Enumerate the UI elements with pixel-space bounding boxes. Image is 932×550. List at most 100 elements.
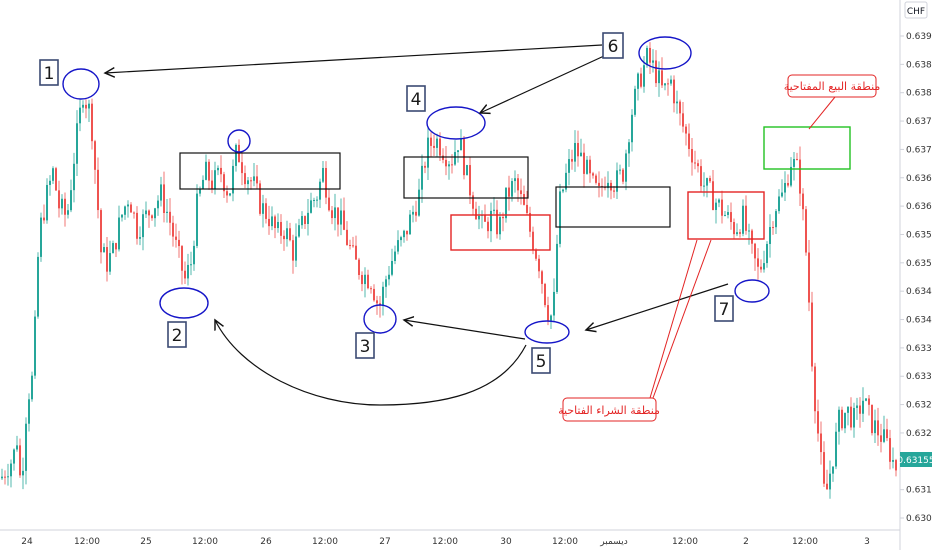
candle-body <box>91 103 93 142</box>
candle-body <box>427 137 429 168</box>
candle-body <box>313 199 315 201</box>
x-tick-label: ديسمبر <box>599 537 627 547</box>
candle-body <box>217 167 219 171</box>
candle-body <box>730 212 732 223</box>
candle-body <box>484 214 486 222</box>
candle-body <box>199 188 201 194</box>
candle-body <box>634 88 636 115</box>
candle-body <box>124 206 126 215</box>
candle-body <box>430 137 432 146</box>
candle-body <box>877 420 879 436</box>
candle-body <box>289 228 291 241</box>
candle-body <box>397 240 399 252</box>
candle-body <box>184 270 186 279</box>
candle-body <box>646 47 648 66</box>
candle-body <box>505 187 507 219</box>
candle-body <box>211 180 213 189</box>
candle-body <box>220 167 222 175</box>
candle-body <box>400 237 402 241</box>
candle-body <box>718 199 720 203</box>
candle-body <box>160 184 162 201</box>
candle-body <box>241 162 243 174</box>
candle-body <box>712 181 714 210</box>
candle-body <box>142 214 144 238</box>
candle-body <box>655 60 657 84</box>
candle-body <box>205 161 207 180</box>
candle-body <box>292 240 294 261</box>
candle-body <box>187 264 189 279</box>
sell-zone-label: منطقة البيع المفتاحية <box>784 80 881 93</box>
candle-body <box>451 164 453 166</box>
candle-body <box>781 192 783 197</box>
candle-body <box>802 193 804 210</box>
candle-body <box>214 170 216 189</box>
candle-body <box>22 470 24 476</box>
candle-body <box>415 211 417 216</box>
candle-body <box>499 216 501 235</box>
candle-body <box>13 449 15 464</box>
candle-body <box>229 193 231 196</box>
candle-body <box>286 228 288 240</box>
y-tick-label: 0.63850 <box>906 60 932 70</box>
candle-body <box>838 409 840 432</box>
ellipse-point-7 <box>734 279 770 303</box>
candle-body <box>598 182 600 186</box>
ellipse-point-6 <box>638 36 692 70</box>
y-tick-label: 0.63550 <box>906 230 932 240</box>
candle-body <box>508 187 510 197</box>
candle-body <box>493 209 495 211</box>
candle-body <box>226 191 228 196</box>
candle-body <box>643 65 645 87</box>
candle-body <box>556 243 558 292</box>
candle-body <box>658 70 660 84</box>
ellipse-point-5 <box>524 320 570 344</box>
candle-body <box>235 144 237 166</box>
x-tick-label: 12:00 <box>312 537 338 547</box>
candle-body <box>61 198 63 209</box>
arrow-7-to-5 <box>586 283 729 330</box>
candle-body <box>829 473 831 490</box>
candle-body <box>406 230 408 235</box>
candle-body <box>1 476 3 479</box>
candle-body <box>247 180 249 185</box>
candle-body <box>151 215 153 219</box>
candle-body <box>268 218 270 227</box>
currency-badge[interactable] <box>904 1 928 19</box>
candle-body <box>592 173 594 176</box>
candle-body <box>520 190 522 195</box>
red-zone-box-2 <box>687 191 765 240</box>
candle-body <box>649 47 651 63</box>
candle-body <box>43 217 45 221</box>
candle-body <box>298 225 300 237</box>
candle-body <box>637 73 639 89</box>
candle-body <box>805 209 807 253</box>
candle-body <box>133 212 135 214</box>
ellipse-point-2 <box>159 287 209 319</box>
number-box-1 <box>39 59 59 86</box>
candle-body <box>76 123 78 164</box>
candle-body <box>844 412 846 429</box>
candle-body <box>682 113 684 127</box>
ellipse-point-1 <box>62 68 100 100</box>
candle-body <box>631 114 633 143</box>
candle-body <box>19 445 21 476</box>
candle-body <box>706 178 708 186</box>
candle-body <box>340 210 342 225</box>
candle-body <box>67 210 69 215</box>
candle-body <box>373 288 375 301</box>
currency-label: CHF <box>907 7 925 17</box>
candle-body <box>31 375 33 400</box>
candle-body <box>394 251 396 261</box>
candle-body <box>745 205 747 231</box>
x-tick-label: 27 <box>379 537 390 547</box>
candle-body <box>538 258 540 272</box>
candle-body <box>403 230 405 238</box>
curved-arrow-5-to-2 <box>215 320 527 406</box>
candle-body <box>856 405 858 408</box>
candle-body <box>325 167 327 198</box>
candle-body <box>724 214 726 216</box>
candle-body <box>97 169 99 211</box>
number-box-2 <box>167 321 187 348</box>
candle-body <box>454 152 456 165</box>
